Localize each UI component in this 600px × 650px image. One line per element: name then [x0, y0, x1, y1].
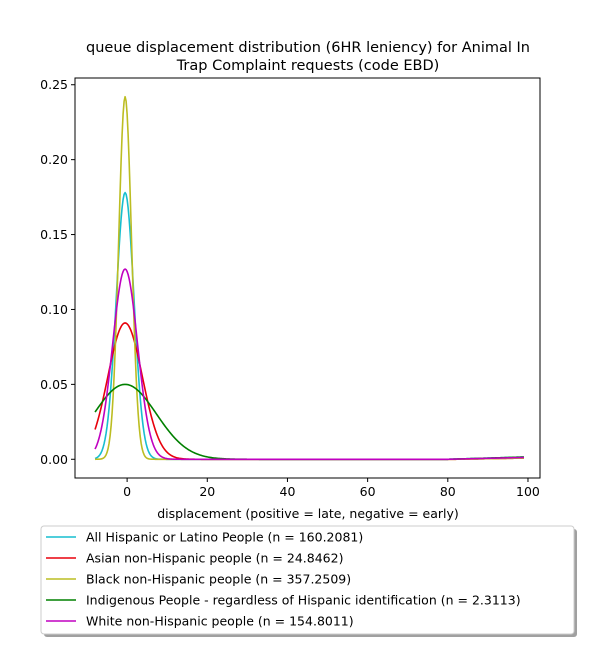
x-tick-label: 80: [440, 484, 456, 499]
series-line-3: [95, 95, 524, 461]
y-tick-label: 0.05: [40, 377, 68, 392]
x-tick-label: 100: [516, 484, 540, 499]
y-axis: 0.00 0.05 0.10 0.15 0.20 0.25: [40, 77, 75, 467]
x-tick-label: 20: [199, 484, 215, 499]
y-tick-label: 0.10: [40, 302, 68, 317]
legend-label: Indigenous People - regardless of Hispan…: [86, 593, 521, 608]
legend-box: [40, 525, 575, 635]
legend-label: Asian non-Hispanic people (n = 24.8462): [86, 551, 343, 566]
y-tick-label: 0.15: [40, 227, 68, 242]
y-tick-label: 0.00: [40, 452, 68, 467]
y-tick-label: 0.25: [40, 77, 68, 92]
x-axis: 0 20 40 60 80 100: [123, 478, 540, 499]
chart-title-line-2: Trap Complaint requests (code EBD): [176, 58, 440, 74]
legend-label: All Hispanic or Latino People (n = 160.2…: [86, 530, 363, 545]
y-tick-label: 0.20: [40, 152, 68, 167]
plot-area-frame: [74, 77, 541, 479]
plot-lines: [94, 95, 524, 461]
series-line-2: [94, 322, 524, 461]
legend: All Hispanic or Latino People (n = 160.2…: [40, 525, 577, 637]
x-tick-label: 60: [360, 484, 376, 499]
x-tick-label: 40: [280, 484, 296, 499]
series-line-5: [94, 268, 524, 461]
series-line-4: [94, 383, 524, 461]
chart-title-line-1: queue displacement distribution (6HR len…: [86, 40, 530, 56]
x-tick-label: 0: [123, 484, 131, 499]
legend-label: White non-Hispanic people (n = 154.8011): [86, 614, 354, 629]
legend-label: Black non-Hispanic people (n = 357.2509): [86, 572, 351, 587]
legend-entries: All Hispanic or Latino People (n = 160.2…: [46, 530, 521, 629]
x-axis-label: displacement (positive = late, negative …: [157, 506, 459, 521]
